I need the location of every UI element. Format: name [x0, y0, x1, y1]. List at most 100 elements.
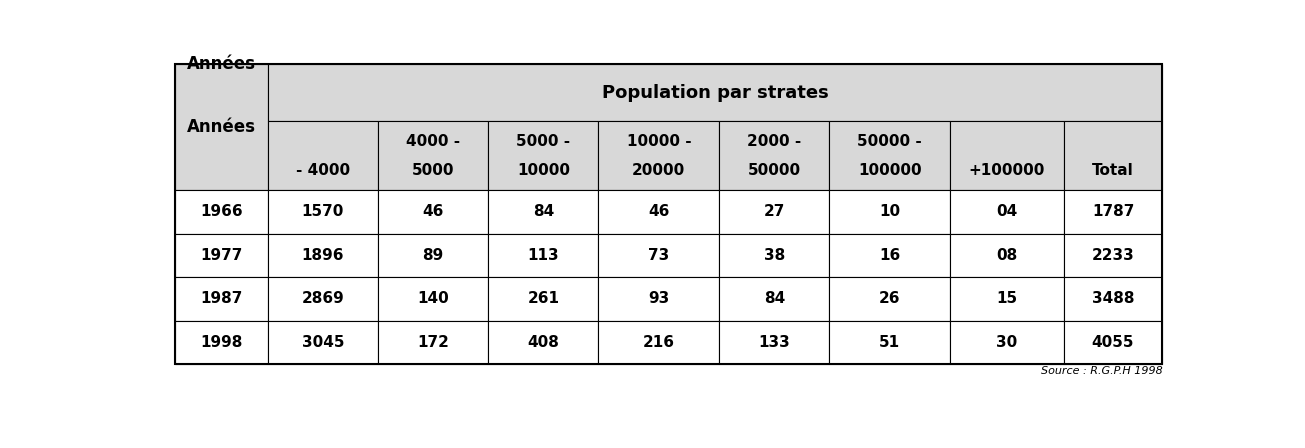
Bar — [599, 190, 719, 234]
Text: 20000: 20000 — [632, 164, 685, 178]
Text: 10000: 10000 — [517, 164, 570, 178]
Bar — [268, 321, 378, 364]
Bar — [830, 190, 950, 234]
Text: 3488: 3488 — [1092, 292, 1134, 306]
Text: 2000 -: 2000 - — [748, 134, 801, 149]
Text: 1987: 1987 — [200, 292, 243, 306]
Bar — [719, 234, 830, 277]
Bar — [268, 190, 378, 234]
Text: 73: 73 — [649, 248, 669, 263]
Bar — [268, 64, 1163, 121]
Text: 84: 84 — [532, 204, 553, 220]
Text: 51: 51 — [880, 335, 900, 350]
Bar — [950, 277, 1064, 321]
Bar — [719, 277, 830, 321]
Bar — [268, 234, 378, 277]
Bar — [488, 234, 599, 277]
Bar — [175, 190, 268, 234]
Text: Source : R.G.P.H 1998: Source : R.G.P.H 1998 — [1040, 366, 1163, 376]
Bar — [378, 277, 488, 321]
Bar — [599, 234, 719, 277]
Bar — [719, 190, 830, 234]
Bar — [268, 277, 378, 321]
Bar — [488, 277, 599, 321]
Text: 1787: 1787 — [1092, 204, 1134, 220]
Text: 172: 172 — [418, 335, 449, 350]
Bar — [175, 64, 1163, 364]
Bar — [175, 64, 268, 190]
Text: 1977: 1977 — [200, 248, 243, 263]
Text: 93: 93 — [649, 292, 669, 306]
Text: 4055: 4055 — [1092, 335, 1134, 350]
Text: 216: 216 — [643, 335, 675, 350]
Text: 30: 30 — [996, 335, 1018, 350]
Text: 2233: 2233 — [1092, 248, 1134, 263]
Bar — [719, 321, 830, 364]
Text: 113: 113 — [527, 248, 559, 263]
Bar — [1064, 121, 1163, 190]
Bar — [1064, 321, 1163, 364]
Bar — [175, 277, 268, 321]
Text: 5000 -: 5000 - — [517, 134, 570, 149]
Bar — [599, 321, 719, 364]
Text: 5000: 5000 — [412, 164, 454, 178]
Text: 16: 16 — [880, 248, 900, 263]
Text: - 4000: - 4000 — [296, 164, 350, 178]
Bar — [599, 121, 719, 190]
Bar — [950, 234, 1064, 277]
Bar — [599, 277, 719, 321]
Bar — [830, 234, 950, 277]
Text: 10: 10 — [880, 204, 900, 220]
Text: 2869: 2869 — [301, 292, 345, 306]
Text: Années: Années — [187, 118, 256, 136]
Bar — [1064, 277, 1163, 321]
Text: 84: 84 — [763, 292, 786, 306]
Text: 261: 261 — [527, 292, 560, 306]
Bar — [378, 234, 488, 277]
Text: 46: 46 — [423, 204, 444, 220]
Text: 50000: 50000 — [748, 164, 801, 178]
Text: 3045: 3045 — [301, 335, 345, 350]
Bar — [950, 121, 1064, 190]
Bar — [830, 277, 950, 321]
Text: Population par strates: Population par strates — [602, 84, 829, 102]
Text: 140: 140 — [418, 292, 449, 306]
Bar — [830, 321, 950, 364]
Text: 04: 04 — [996, 204, 1018, 220]
Bar — [488, 321, 599, 364]
Bar — [488, 121, 599, 190]
Text: 100000: 100000 — [859, 164, 921, 178]
Text: 89: 89 — [423, 248, 444, 263]
Bar — [378, 121, 488, 190]
Text: 408: 408 — [527, 335, 560, 350]
Bar — [1064, 234, 1163, 277]
Text: 26: 26 — [880, 292, 900, 306]
Text: +100000: +100000 — [968, 164, 1045, 178]
Text: 1570: 1570 — [301, 204, 345, 220]
Bar — [719, 121, 830, 190]
Text: 10000 -: 10000 - — [626, 134, 692, 149]
Bar — [175, 321, 268, 364]
Text: Années: Années — [187, 55, 256, 73]
Bar — [378, 190, 488, 234]
Text: 1966: 1966 — [200, 204, 243, 220]
Text: 133: 133 — [758, 335, 791, 350]
Bar — [175, 234, 268, 277]
Bar — [950, 321, 1064, 364]
Bar — [378, 321, 488, 364]
Bar — [1064, 190, 1163, 234]
Text: 1998: 1998 — [200, 335, 243, 350]
Text: 38: 38 — [763, 248, 786, 263]
Bar — [830, 121, 950, 190]
Text: 15: 15 — [997, 292, 1018, 306]
Bar — [268, 121, 378, 190]
Text: 1896: 1896 — [301, 248, 345, 263]
Text: 08: 08 — [996, 248, 1018, 263]
Bar — [950, 190, 1064, 234]
Bar — [488, 190, 599, 234]
Text: Total: Total — [1092, 164, 1134, 178]
Text: 4000 -: 4000 - — [406, 134, 461, 149]
Text: 27: 27 — [763, 204, 786, 220]
Text: 46: 46 — [649, 204, 669, 220]
Text: 50000 -: 50000 - — [857, 134, 923, 149]
